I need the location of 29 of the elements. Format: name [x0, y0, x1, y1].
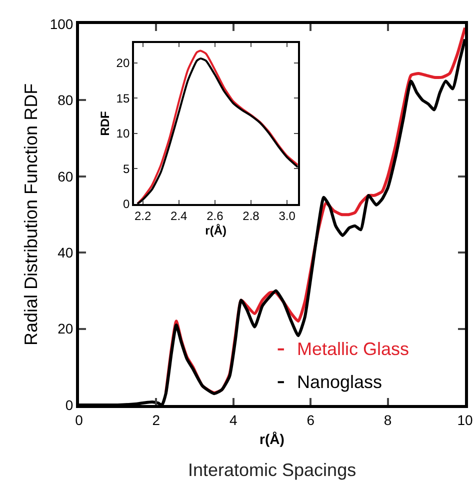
y-tick-label: 5 — [122, 162, 130, 176]
y-tick-label: 40 — [58, 244, 74, 260]
text: Interatomic Spacings — [188, 460, 356, 480]
y-tick-label: 20 — [58, 320, 74, 337]
y-tick-label: 80 — [58, 92, 74, 108]
x-tick-label: 3.0 — [278, 208, 296, 223]
y-tick-label: 0 — [65, 396, 74, 413]
legend-label: Nanoglass — [297, 372, 382, 392]
x-tick-label: 10 — [457, 412, 473, 428]
x-tick-label: 2.8 — [242, 208, 260, 223]
x-tick-label: 2 — [152, 412, 160, 428]
y-axis-title: Radial Distribution Function RDF — [21, 83, 42, 346]
y-axis-title: RDF — [98, 111, 112, 136]
y-tick-label: 0 — [122, 197, 130, 212]
x-tick-label: 2.2 — [134, 208, 152, 223]
x-tick-label: 0 — [75, 412, 84, 428]
x-tick-label: 2.4 — [170, 208, 188, 223]
x-tick-label: 4 — [230, 412, 238, 428]
y-tick-label: 60 — [58, 168, 74, 184]
legend-label: Metallic Glass — [297, 339, 410, 359]
y-tick-label: 15 — [116, 91, 130, 106]
y-tick-label: 100 — [50, 16, 74, 32]
x-axis-title: r(Å) — [205, 223, 227, 238]
y-tick-label: 20 — [116, 56, 130, 70]
x-axis-title: r(Å) — [260, 431, 284, 448]
x-tick-label: 8 — [384, 412, 392, 428]
y-tick-label: 10 — [116, 126, 130, 141]
x-tick-label: 6 — [306, 412, 315, 428]
x-tick-label: 2.6 — [206, 208, 224, 223]
